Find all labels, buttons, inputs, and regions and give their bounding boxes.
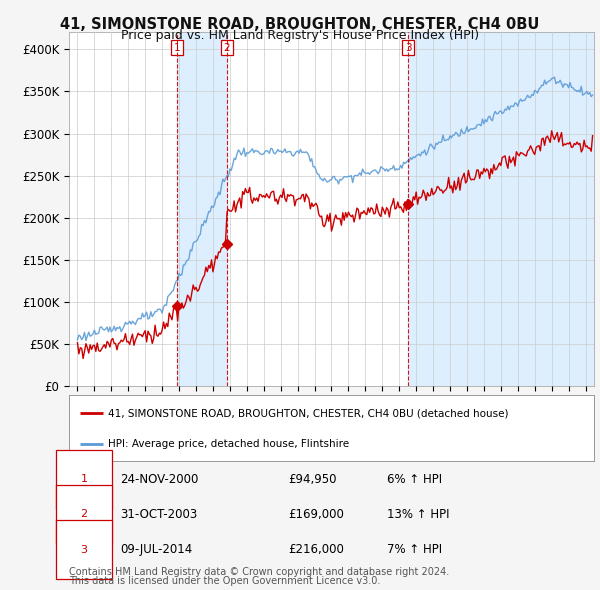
Text: 1: 1 xyxy=(80,474,88,484)
Text: 3: 3 xyxy=(80,545,88,555)
Text: 09-JUL-2014: 09-JUL-2014 xyxy=(120,543,192,556)
Text: 41, SIMONSTONE ROAD, BROUGHTON, CHESTER, CH4 0BU: 41, SIMONSTONE ROAD, BROUGHTON, CHESTER,… xyxy=(61,17,539,31)
Text: 3: 3 xyxy=(405,42,412,53)
Text: £94,950: £94,950 xyxy=(288,473,337,486)
Text: £216,000: £216,000 xyxy=(288,543,344,556)
Text: This data is licensed under the Open Government Licence v3.0.: This data is licensed under the Open Gov… xyxy=(69,576,380,586)
Text: Contains HM Land Registry data © Crown copyright and database right 2024.: Contains HM Land Registry data © Crown c… xyxy=(69,567,449,577)
Text: 31-OCT-2003: 31-OCT-2003 xyxy=(120,508,197,521)
Text: 41, SIMONSTONE ROAD, BROUGHTON, CHESTER, CH4 0BU (detached house): 41, SIMONSTONE ROAD, BROUGHTON, CHESTER,… xyxy=(109,408,509,418)
Text: 7% ↑ HPI: 7% ↑ HPI xyxy=(387,543,442,556)
Text: 6% ↑ HPI: 6% ↑ HPI xyxy=(387,473,442,486)
Text: 1: 1 xyxy=(174,42,181,53)
Bar xyxy=(408,32,594,386)
Text: 2: 2 xyxy=(224,42,230,53)
Text: £169,000: £169,000 xyxy=(288,508,344,521)
Text: 13% ↑ HPI: 13% ↑ HPI xyxy=(387,508,449,521)
Text: HPI: Average price, detached house, Flintshire: HPI: Average price, detached house, Flin… xyxy=(109,438,349,448)
Text: 2: 2 xyxy=(80,510,88,519)
Text: 24-NOV-2000: 24-NOV-2000 xyxy=(120,473,199,486)
Text: Price paid vs. HM Land Registry's House Price Index (HPI): Price paid vs. HM Land Registry's House … xyxy=(121,30,479,42)
Bar xyxy=(178,32,227,386)
